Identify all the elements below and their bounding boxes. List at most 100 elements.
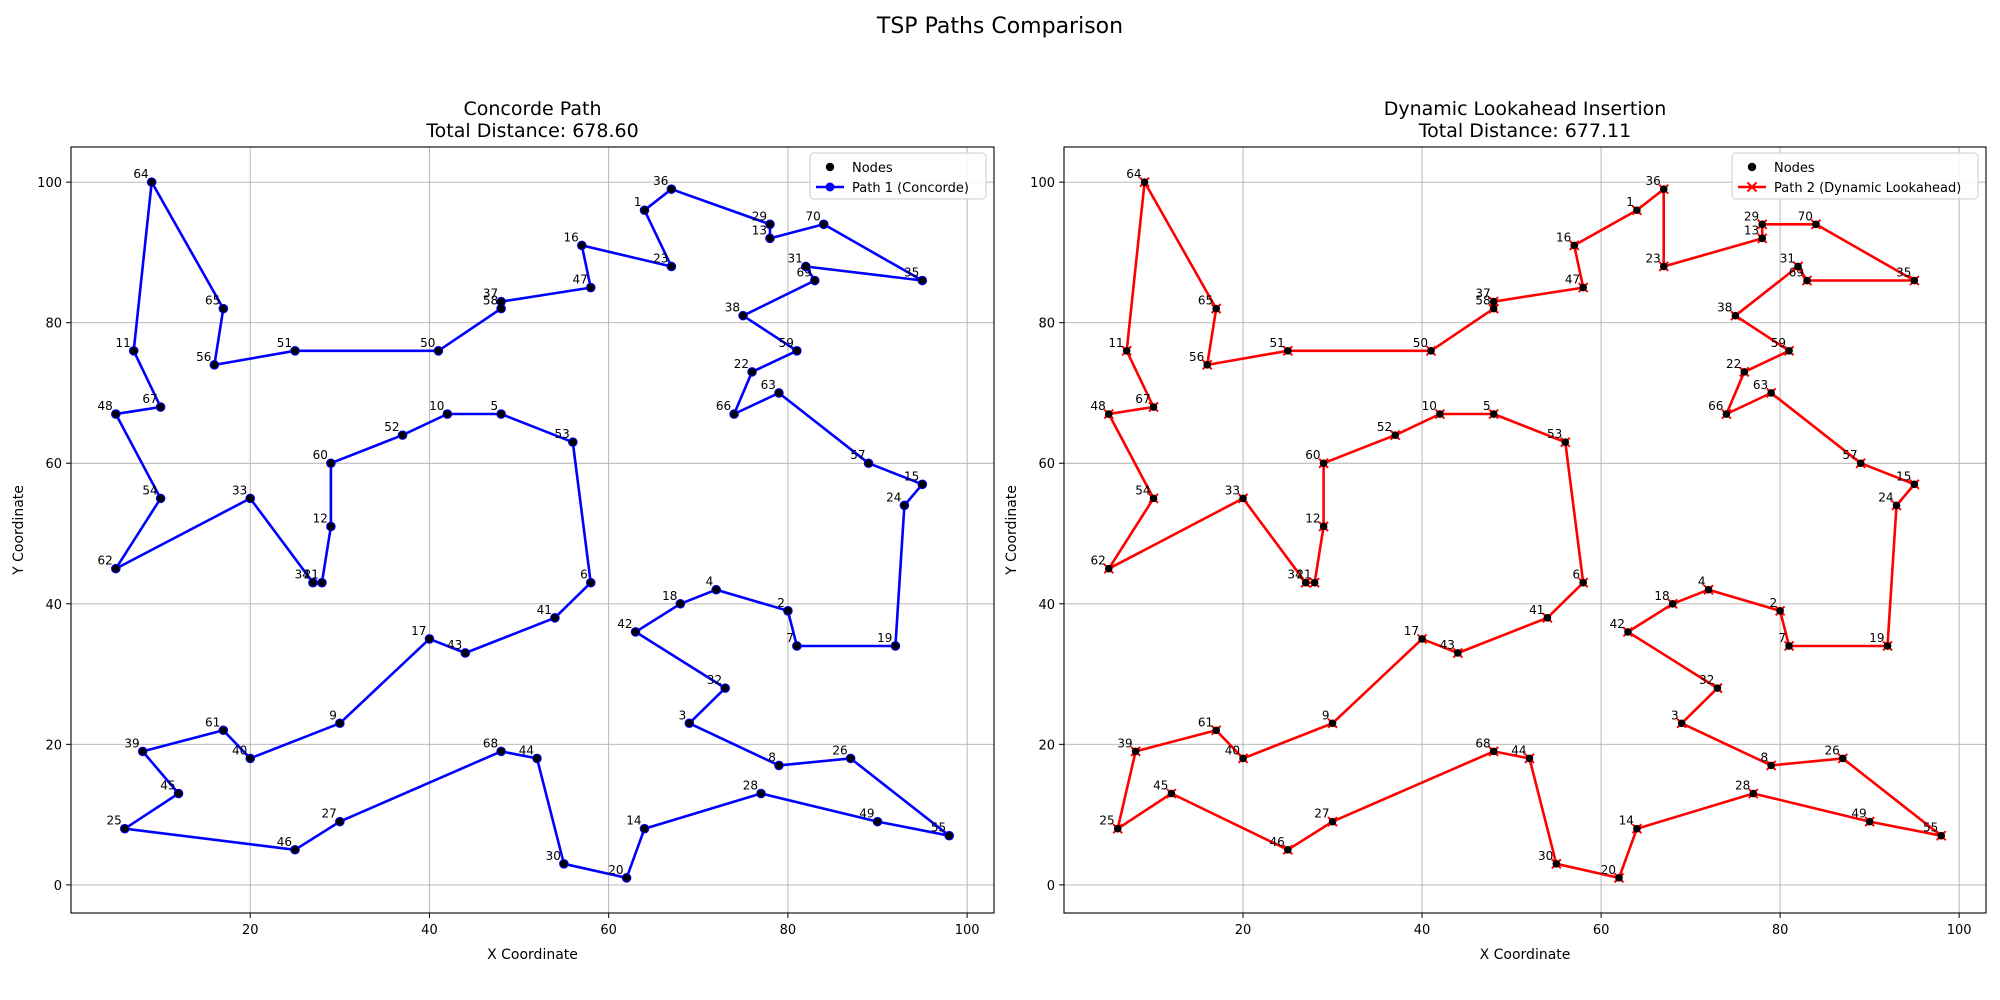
node-label: 34: [295, 568, 310, 582]
node-label: 58: [483, 294, 498, 308]
node-point: [1525, 754, 1534, 763]
node-label: 12: [313, 511, 328, 525]
node-point: [1910, 276, 1919, 285]
node-label: 23: [1645, 251, 1660, 265]
node-label: 53: [555, 427, 570, 441]
node-point: [819, 220, 828, 229]
node-point: [721, 684, 729, 692]
node-point: [1454, 649, 1462, 657]
node-label: 58: [1475, 294, 1490, 308]
node-label: 64: [1126, 167, 1141, 181]
node-label: 33: [232, 483, 247, 497]
node-label: 3: [1671, 708, 1679, 722]
legend-label: Nodes: [1774, 161, 1815, 176]
node-label: 27: [1314, 807, 1329, 821]
node-point: [1131, 747, 1140, 756]
node-point: [1328, 817, 1337, 826]
node-point: [156, 403, 165, 411]
node-label: 29: [1744, 209, 1759, 223]
node-point: [622, 874, 631, 882]
node-point: [318, 578, 326, 587]
x-tick-label: 20: [242, 923, 259, 938]
node-point: [336, 817, 344, 826]
node-label: 24: [886, 490, 901, 504]
node-point: [497, 747, 505, 756]
node-label: 41: [1529, 603, 1544, 617]
y-tick-label: 20: [45, 738, 62, 753]
path-series-line: [114, 181, 951, 880]
node-label: 56: [1189, 350, 1204, 364]
x-tick-label: 60: [600, 923, 617, 938]
node-point: [793, 346, 801, 355]
node-label: 4: [706, 575, 714, 589]
node-label: 21: [1296, 568, 1311, 582]
node-label: 54: [142, 483, 157, 497]
legend-box: [809, 152, 987, 200]
node-label: 37: [483, 287, 498, 301]
node-label: 51: [1270, 336, 1285, 350]
node-label: 33: [1225, 483, 1240, 497]
node-point: [497, 297, 505, 306]
node-point: [864, 459, 873, 468]
node-point: [775, 389, 783, 397]
node-point: [147, 178, 156, 186]
node-point: [1203, 361, 1212, 369]
node-label: 40: [232, 743, 247, 757]
node-point: [685, 719, 694, 728]
node-label: 31: [788, 251, 803, 265]
node-label: 70: [1798, 209, 1813, 223]
node-point: [443, 410, 452, 418]
node-label: 2: [777, 596, 785, 610]
node-label: 56: [196, 350, 211, 364]
node-label: 20: [608, 863, 623, 877]
node-label: 1: [634, 195, 642, 209]
node-label: 8: [768, 750, 776, 764]
node-label: 38: [725, 301, 740, 315]
node-point: [434, 346, 443, 355]
node-label: 17: [411, 624, 426, 638]
node-label: 30: [546, 849, 561, 863]
node-point: [1310, 578, 1319, 587]
node-label: 36: [653, 174, 668, 188]
legend-marker-path: [1746, 181, 1758, 193]
node-label: 24: [1878, 490, 1893, 504]
node-point: [1776, 607, 1784, 615]
node-point: [900, 501, 909, 510]
node-point: [1489, 297, 1498, 306]
node-point: [1212, 726, 1220, 735]
node-point: [918, 276, 927, 285]
node-point: [1865, 817, 1874, 826]
node-label: 61: [205, 715, 220, 729]
node-point: [1659, 262, 1668, 271]
node-label: 15: [904, 469, 919, 483]
y-tick-label: 0: [54, 879, 62, 894]
node-point: [1812, 220, 1820, 229]
node-label: 46: [277, 835, 292, 849]
node-label: 47: [1565, 273, 1580, 287]
node-label: 59: [779, 336, 794, 350]
node-point: [1838, 754, 1847, 763]
node-point: [112, 410, 120, 418]
node-point: [1140, 178, 1149, 186]
node-point: [219, 726, 228, 735]
node-point: [766, 234, 774, 243]
node-label: 11: [115, 336, 130, 350]
node-point: [1892, 501, 1901, 510]
y-tick-label: 100: [37, 176, 62, 191]
node-label: 9: [1322, 708, 1330, 722]
node-label: 60: [1305, 448, 1320, 462]
node-label: 67: [1135, 392, 1150, 406]
node-point: [1212, 304, 1220, 313]
node-point: [1633, 206, 1641, 215]
node-point: [1803, 276, 1811, 285]
node-label: 37: [1475, 287, 1490, 301]
node-point: [676, 599, 685, 608]
node-label: 6: [580, 568, 588, 582]
node-point: [1104, 410, 1113, 418]
node-label: 26: [832, 743, 847, 757]
node-label: 16: [1556, 230, 1571, 244]
node-point: [327, 459, 335, 468]
node-point: [1713, 684, 1722, 692]
legend-box: [1731, 152, 1979, 200]
legend-label: Path 1 (Concorde): [852, 181, 969, 196]
